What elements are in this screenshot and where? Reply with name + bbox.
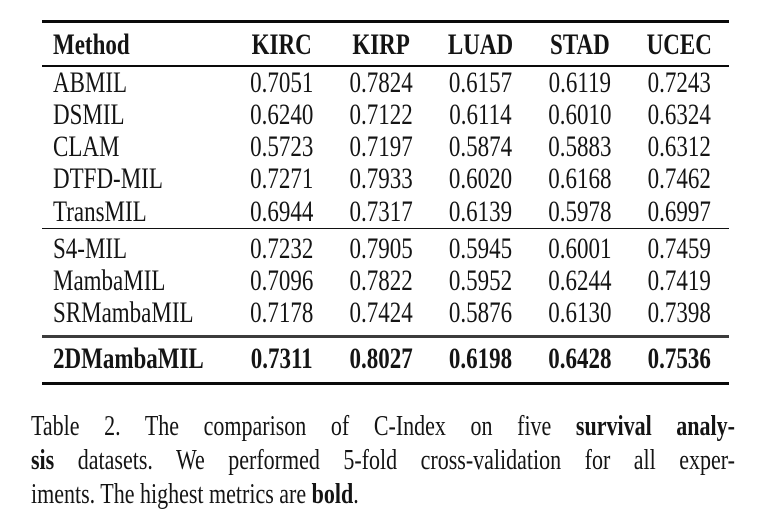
metric-cell: 0.6428 xyxy=(548,342,612,375)
metric-cell: 0.7824 xyxy=(349,65,413,99)
metric-cell: 0.6020 xyxy=(448,162,513,196)
column-header: KIRP xyxy=(352,27,410,61)
table-top-rule xyxy=(42,20,729,23)
metric-cell: 0.6997 xyxy=(647,194,711,228)
table-header-rule xyxy=(42,65,729,67)
table-row: TransMIL 0.6944 0.7317 0.6139 0.5978 0.6997 xyxy=(42,195,729,228)
metric-cell: 0.6312 xyxy=(647,130,711,163)
table-row: DSMIL 0.6240 0.7122 0.6114 0.6010 0.6324 xyxy=(42,98,729,131)
method-cell: S4-MIL xyxy=(53,231,128,265)
table-row: S4-MIL 0.7232 0.7905 0.5945 0.6001 0.7459 xyxy=(42,232,729,265)
method-cell: ABMIL xyxy=(53,65,128,99)
caption-line: iments. The highest metrics are bold. xyxy=(31,472,735,517)
column-header: LUAD xyxy=(447,27,514,61)
metric-cell: 0.7051 xyxy=(250,65,314,99)
table-row: 2DMambaMIL 0.7311 0.8027 0.6198 0.6428 0.7536 xyxy=(42,342,729,375)
metric-cell: 0.6198 xyxy=(448,342,513,375)
metric-cell: 0.7462 xyxy=(647,162,711,196)
table-row: SRMambaMIL 0.7178 0.7424 0.5876 0.6130 0.7398 xyxy=(42,296,729,329)
table-header-row: Method KIRC KIRP LUAD STAD UCEC xyxy=(42,23,729,66)
metric-cell: 0.5876 xyxy=(448,295,513,329)
table-row: ABMIL 0.7051 0.7824 0.6157 0.6119 0.7243 xyxy=(42,66,729,99)
metric-cell: 0.6119 xyxy=(548,65,612,99)
metric-cell: 0.6114 xyxy=(449,98,512,131)
table-row: CLAM 0.5723 0.7197 0.5874 0.5883 0.6312 xyxy=(42,130,729,163)
table-row: MambaMIL 0.7096 0.7822 0.5952 0.6244 0.7419 xyxy=(42,264,729,297)
metric-cell: 0.7096 xyxy=(250,263,314,297)
metric-cell: 0.7243 xyxy=(647,65,711,99)
method-cell: DTFD-MIL xyxy=(53,162,163,196)
metric-cell: 0.6324 xyxy=(647,98,711,131)
metric-cell: 0.6001 xyxy=(548,231,612,265)
caption-bold-text: sis xyxy=(31,442,55,476)
metric-cell: 0.6168 xyxy=(548,162,612,196)
metric-cell: 0.7317 xyxy=(349,194,413,228)
metric-cell: 0.5945 xyxy=(448,231,513,265)
table-body-group-baselines: ABMIL 0.7051 0.7824 0.6157 0.6119 0.7243 DSMIL… xyxy=(42,66,729,228)
metric-cell: 0.5883 xyxy=(548,130,612,163)
column-header: UCEC xyxy=(646,27,712,61)
metric-cell: 0.5723 xyxy=(250,130,314,163)
results-table: Method KIRC KIRP LUAD STAD UCEC ABMIL 0.7051 0.… xyxy=(42,20,729,386)
metric-cell: 0.7933 xyxy=(349,162,413,196)
method-cell: SRMambaMIL xyxy=(53,295,194,329)
table-mid-rule xyxy=(42,227,729,230)
metric-cell: 0.5978 xyxy=(548,194,612,228)
metric-cell: 0.6139 xyxy=(448,194,513,228)
metric-cell: 0.7178 xyxy=(250,295,314,329)
table-bottom-rule xyxy=(42,382,729,386)
metric-cell: 0.6130 xyxy=(548,295,612,329)
table-body-group-mamba: S4-MIL 0.7232 0.7905 0.5945 0.6001 0.7459 Mamb… xyxy=(42,229,729,335)
column-header: KIRC xyxy=(251,27,312,61)
metric-cell: 0.5952 xyxy=(448,263,513,297)
column-header: STAD xyxy=(550,27,610,61)
method-cell: DSMIL xyxy=(53,98,125,131)
caption-text: datasets. We performed 5-fold cross-vali… xyxy=(54,442,735,476)
method-cell: CLAM xyxy=(53,130,120,163)
metric-cell: 0.7271 xyxy=(250,162,314,196)
metric-cell: 0.7536 xyxy=(647,342,711,375)
metric-cell: 0.5874 xyxy=(448,130,513,163)
caption-line: sis datasets. We performed 5-fold cross-… xyxy=(31,438,735,483)
metric-cell: 0.7905 xyxy=(349,231,413,265)
metric-cell: 0.7311 xyxy=(250,342,313,375)
metric-cell: 0.7398 xyxy=(647,295,711,329)
metric-cell: 0.7822 xyxy=(349,263,413,297)
caption-text: Table 2. The comparison of C-Index on fi… xyxy=(31,408,576,442)
metric-cell: 0.7232 xyxy=(250,231,314,265)
caption-text: . xyxy=(353,476,359,510)
method-cell: 2DMambaMIL xyxy=(53,342,204,375)
caption-bold-text: survival analy- xyxy=(575,408,735,442)
metric-cell: 0.7197 xyxy=(349,130,413,163)
metric-cell: 0.7424 xyxy=(349,295,413,329)
metric-cell: 0.7419 xyxy=(647,263,711,297)
caption-text: iments. The highest metrics are xyxy=(31,476,312,510)
metric-cell: 0.6244 xyxy=(548,263,612,297)
caption-bold-text: bold xyxy=(311,476,354,510)
table-pre-bold-rule xyxy=(42,335,729,338)
metric-cell: 0.7122 xyxy=(349,98,413,131)
metric-cell: 0.7459 xyxy=(647,231,711,265)
metric-cell: 0.6240 xyxy=(250,98,314,131)
table-body-group-ours: 2DMambaMIL 0.7311 0.8027 0.6198 0.6428 0.7536 xyxy=(42,338,729,383)
table-caption: Table 2. The comparison of C-Index on fi… xyxy=(31,409,735,511)
caption-line: Table 2. The comparison of C-Index on fi… xyxy=(31,404,735,449)
metric-cell: 0.6157 xyxy=(448,65,513,99)
method-cell: TransMIL xyxy=(53,194,147,228)
metric-cell: 0.6010 xyxy=(548,98,612,131)
metric-cell: 0.6944 xyxy=(250,194,314,228)
column-header-method: Method xyxy=(53,27,130,61)
method-cell: MambaMIL xyxy=(53,263,166,297)
metric-cell: 0.8027 xyxy=(349,342,413,375)
table-row: DTFD-MIL 0.7271 0.7933 0.6020 0.6168 0.7462 xyxy=(42,163,729,196)
